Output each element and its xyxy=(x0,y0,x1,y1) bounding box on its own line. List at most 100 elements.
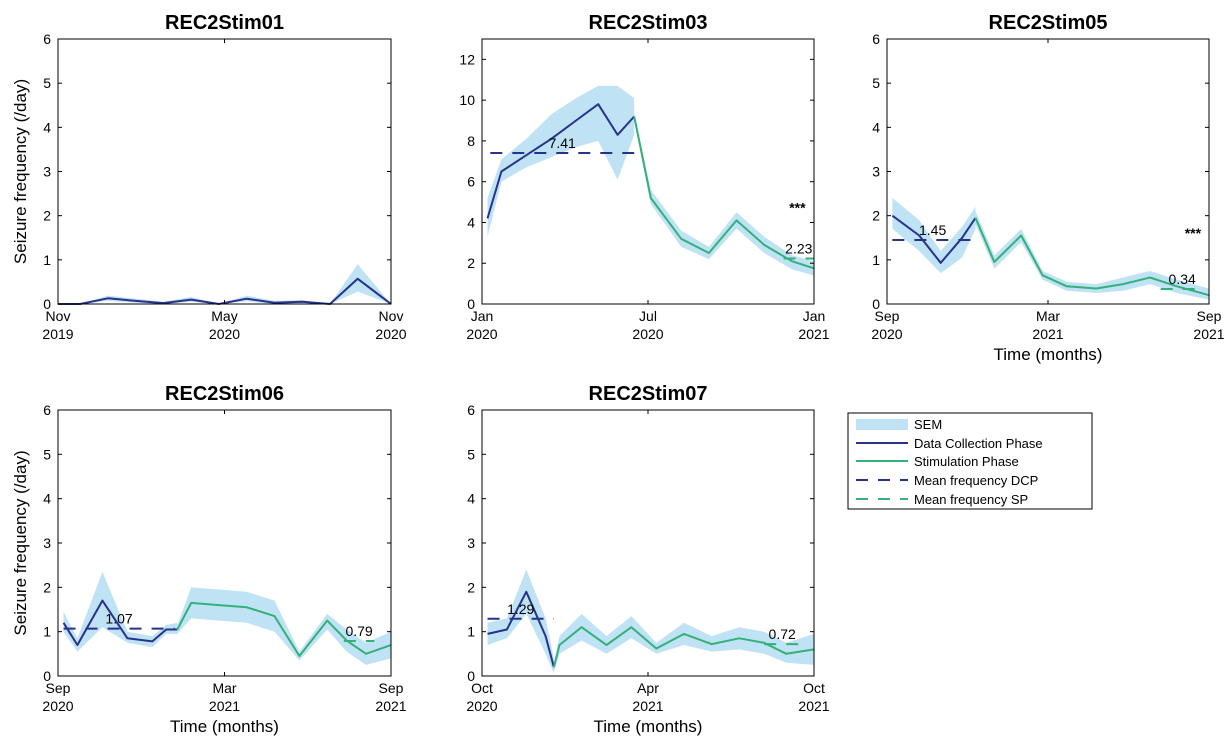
sem-band-dcp xyxy=(58,264,391,304)
significance-stars: *** xyxy=(789,199,806,215)
y-tick-label: 0 xyxy=(43,668,51,684)
x-tick-label-month: Jul xyxy=(639,308,657,324)
x-tick-label-year: 2021 xyxy=(632,698,663,714)
x-tick-label-month: Sep xyxy=(46,680,71,696)
y-tick-label: 2 xyxy=(872,208,880,224)
y-tick-label: 1 xyxy=(43,252,51,268)
y-tick-label: 6 xyxy=(43,402,51,418)
y-tick-label: 4 xyxy=(467,214,475,230)
y-tick-label: 4 xyxy=(872,119,880,135)
y-tick-label: 6 xyxy=(467,402,475,418)
y-tick-label: 10 xyxy=(459,92,475,108)
panel-3: 1.45 0.34 *** 0 1 2 3 4 5 6 Sep 2020 Mar 2021 Sep 2021 R… xyxy=(871,12,1224,364)
y-tick-label: 4 xyxy=(467,491,475,507)
y-tick-label: 4 xyxy=(43,491,51,507)
mean-label-dcp: 1.45 xyxy=(919,222,946,238)
y-tick-label: 4 xyxy=(43,119,51,135)
y-tick-label: 0 xyxy=(467,668,475,684)
x-axis-label: Time (months) xyxy=(170,717,279,736)
y-tick-label: 6 xyxy=(43,31,51,47)
x-tick-label-month: Mar xyxy=(212,680,236,696)
x-tick-label-month: Sep xyxy=(875,308,900,324)
x-tick-label-year: 2021 xyxy=(375,698,406,714)
series-line-dcp xyxy=(486,103,635,219)
x-tick-label-month: Apr xyxy=(637,680,659,696)
x-axis-label: Time (months) xyxy=(994,345,1103,364)
panel-2: 7.41 2.23 *** 0 2 4 6 8 10 12 Jan 2020 Jul 2020 Jan 202… xyxy=(459,12,829,342)
axes-box xyxy=(57,38,392,305)
x-tick-label-year: 2021 xyxy=(798,326,829,342)
y-tick-label: 3 xyxy=(43,164,51,180)
x-tick-label-year: 2020 xyxy=(466,326,497,342)
y-tick-label: 3 xyxy=(872,164,880,180)
y-tick-label: 2 xyxy=(43,208,51,224)
y-tick-label: 8 xyxy=(467,133,475,149)
y-tick-label: 5 xyxy=(43,75,51,91)
series-line-sp xyxy=(176,601,392,657)
y-tick-label: 5 xyxy=(872,75,880,91)
mean-label-sp: 0.72 xyxy=(769,626,796,642)
x-tick-label-month: May xyxy=(211,308,237,324)
panel-title: REC2Stim07 xyxy=(589,383,708,405)
x-tick-label-month: Nov xyxy=(46,308,71,324)
x-tick-label-month: Mar xyxy=(1036,308,1060,324)
y-tick-label: 2 xyxy=(43,579,51,595)
y-tick-label: 0 xyxy=(467,296,475,312)
x-tick-label-month: Nov xyxy=(379,308,404,324)
mean-label-sp: 0.34 xyxy=(1169,271,1196,287)
sem-band-dcp xyxy=(487,85,635,237)
panel-title: REC2Stim03 xyxy=(589,12,708,34)
y-tick-label: 1 xyxy=(467,624,475,640)
legend-label-sem: SEM xyxy=(914,417,942,432)
series-line-dcp xyxy=(487,590,555,668)
x-tick-label-month: Sep xyxy=(379,680,404,696)
x-tick-label-month: Sep xyxy=(1197,308,1222,324)
x-tick-label-year: 2019 xyxy=(42,326,73,342)
panel-5: 1.29 0.72 0 1 2 3 4 5 6 Oct 2020 Apr 2021 Oct 2021 REC2… xyxy=(466,383,829,736)
sem-band-dcp xyxy=(63,571,178,652)
x-axis-label: Time (months) xyxy=(594,717,703,736)
sem-band-dcp xyxy=(487,569,554,674)
x-tick-label-month: Jan xyxy=(803,308,826,324)
x-tick-label-month: Oct xyxy=(803,680,825,696)
mean-label-dcp: 1.07 xyxy=(105,611,132,627)
y-tick-label: 2 xyxy=(467,255,475,271)
legend-label-sp: Stimulation Phase xyxy=(914,454,1019,469)
series-line-dcp xyxy=(62,599,178,646)
y-tick-label: 1 xyxy=(43,624,51,640)
legend: SEM Data Collection Phase Stimulation Ph… xyxy=(847,412,1093,510)
y-tick-label: 12 xyxy=(459,51,475,67)
legend-label-mean-dcp: Mean frequency DCP xyxy=(914,473,1038,488)
mean-label-sp: 2.23 xyxy=(785,241,812,257)
mean-label-dcp: 7.41 xyxy=(549,135,576,151)
mean-label-dcp: 1.29 xyxy=(507,601,534,617)
axes-box xyxy=(481,38,815,305)
panel-title: REC2Stim01 xyxy=(165,12,284,34)
x-tick-label-month: Jan xyxy=(471,308,494,324)
x-tick-label-year: 2020 xyxy=(871,326,902,342)
y-tick-label: 6 xyxy=(872,31,880,47)
y-tick-label: 3 xyxy=(467,535,475,551)
x-tick-label-year: 2020 xyxy=(375,326,406,342)
y-tick-label: 0 xyxy=(872,296,880,312)
series-line-dcp xyxy=(891,214,977,264)
x-tick-label-year: 2020 xyxy=(632,326,663,342)
panel-title: REC2Stim05 xyxy=(989,12,1108,34)
y-tick-label: 5 xyxy=(467,446,475,462)
panel-1: 0 1 2 3 4 5 6 Nov 2019 May 2020 Nov 2020 REC2Stim01 Se… xyxy=(11,12,407,342)
legend-swatch-sem xyxy=(856,419,908,430)
x-tick-label-month: Oct xyxy=(471,680,493,696)
x-tick-label-year: 2020 xyxy=(466,698,497,714)
mean-label-sp: 0.79 xyxy=(345,623,372,639)
y-tick-label: 1 xyxy=(872,252,880,268)
panel-title: REC2Stim06 xyxy=(165,383,284,405)
legend-label-dcp: Data Collection Phase xyxy=(914,436,1043,451)
y-tick-label: 5 xyxy=(43,446,51,462)
series-line-sp xyxy=(974,217,1210,297)
sem-band-dcp xyxy=(892,198,976,274)
x-tick-label-year: 2021 xyxy=(798,698,829,714)
x-tick-label-year: 2021 xyxy=(1193,326,1224,342)
x-tick-label-year: 2020 xyxy=(42,698,73,714)
y-tick-label: 3 xyxy=(43,535,51,551)
